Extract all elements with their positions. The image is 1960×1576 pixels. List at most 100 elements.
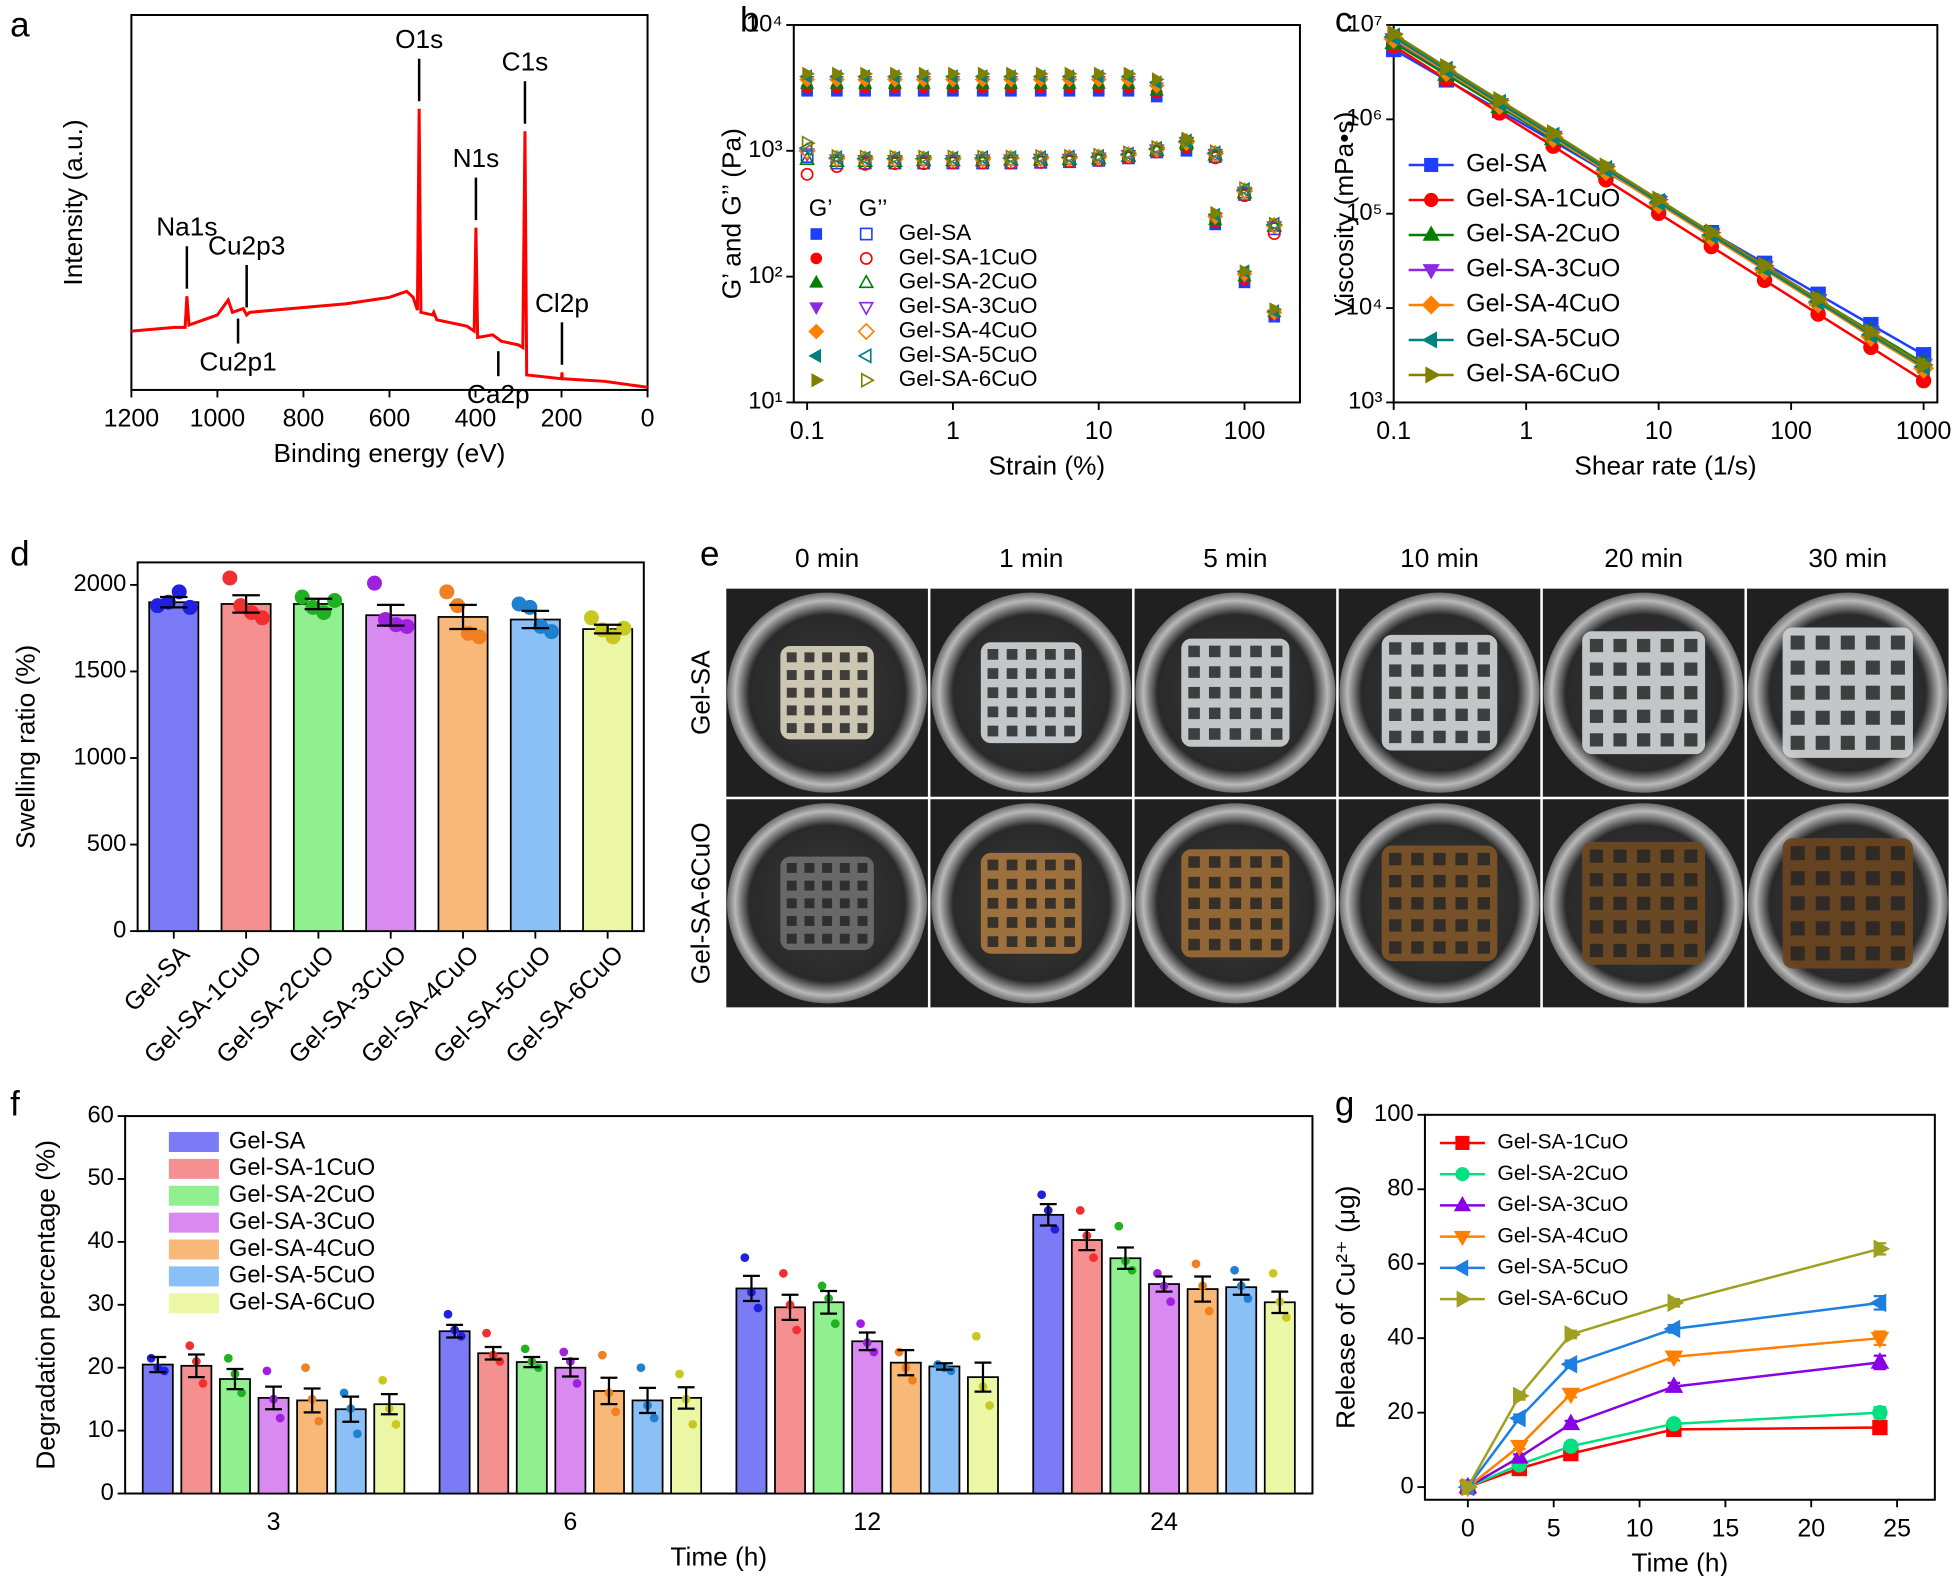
- data-point: [1230, 1265, 1239, 1275]
- data-point: [611, 1407, 620, 1417]
- bar: [373, 1403, 406, 1495]
- scaffold-pore: [786, 652, 797, 663]
- marker: [890, 66, 903, 81]
- scaffold-pore: [987, 706, 999, 718]
- scaffold-pore: [786, 916, 797, 926]
- scaffold-pore: [857, 898, 868, 909]
- scaffold-pore: [1025, 687, 1037, 699]
- scaffold-pore: [857, 652, 868, 663]
- scaffold-pore: [1006, 668, 1018, 679]
- scaffold-pore: [1270, 645, 1283, 658]
- column-label: 1 min: [999, 543, 1063, 573]
- marker: [1869, 1293, 1887, 1313]
- scaffold-pore: [1411, 664, 1424, 677]
- scaffold-pore: [1865, 660, 1880, 675]
- scaffold-pore: [1006, 687, 1018, 699]
- scaffold-pore: [1613, 896, 1627, 910]
- marker: [1151, 72, 1165, 87]
- data-point: [1204, 1306, 1214, 1316]
- scaffold-pore: [1865, 946, 1880, 961]
- scaffold-pore: [804, 687, 815, 698]
- data-point: [1037, 1190, 1047, 1200]
- marker: [1440, 58, 1457, 77]
- data-point: [856, 1319, 865, 1329]
- scaffold-pore: [1660, 686, 1674, 700]
- scaffold-pore: [1455, 730, 1468, 744]
- x-tick-label: 0.1: [1376, 417, 1411, 445]
- panel-letter: e: [700, 534, 719, 573]
- bar: [735, 1287, 768, 1495]
- scaffold-pore: [1045, 917, 1056, 928]
- y-tick-label: 10⁶: [1346, 106, 1382, 132]
- scaffold-pore: [1411, 708, 1424, 722]
- scaffold-pore: [1250, 707, 1262, 720]
- scaffold-pore: [1890, 710, 1905, 725]
- marker: [974, 154, 991, 169]
- scaffold-pore: [1229, 938, 1242, 951]
- scaffold-pore: [1660, 849, 1674, 863]
- scaffold-pore: [1684, 733, 1698, 747]
- marker: [857, 155, 873, 170]
- scaffold-pore: [804, 933, 815, 944]
- y-tick-label: 10²: [748, 263, 782, 289]
- scaffold-pore: [1229, 645, 1242, 658]
- scaffold-pore: [1790, 635, 1805, 650]
- scaffold-pore: [1637, 920, 1651, 934]
- legend-marker: [857, 322, 876, 341]
- scaffold-pore: [1188, 707, 1200, 720]
- x-tick-label: 20: [1797, 1514, 1825, 1542]
- x-tick-label: 100: [1224, 417, 1266, 445]
- scaffold-pore: [1006, 859, 1018, 871]
- scaffold-pore: [1815, 946, 1830, 961]
- marker: [1873, 1239, 1891, 1259]
- marker: [1811, 289, 1829, 309]
- scaffold-pore: [1045, 859, 1056, 871]
- y-tick-label: 10³: [748, 137, 782, 163]
- marker: [1123, 66, 1137, 81]
- legend-label: Gel-SA-6CuO: [1497, 1286, 1628, 1310]
- scaffold-pore: [1455, 897, 1468, 910]
- scaffold-pore: [822, 880, 833, 891]
- scaffold-pore: [1064, 668, 1075, 679]
- legend-marker: [1455, 1135, 1470, 1151]
- scaffold-pore: [839, 723, 850, 734]
- scaffold-pore: [1208, 645, 1221, 658]
- y-axis-label: Degradation percentage (%): [31, 1140, 61, 1470]
- scaffold-pore: [1411, 686, 1424, 699]
- marker: [1123, 145, 1138, 161]
- scaffold-pore: [1589, 896, 1604, 910]
- legend-label: Gel-SA-5CuO: [1466, 325, 1620, 353]
- bar: [967, 1376, 999, 1495]
- scaffold-pore: [1229, 728, 1242, 740]
- y-tick-label: 20: [1387, 1399, 1413, 1425]
- scaffold-pore: [1637, 638, 1651, 653]
- marker: [1064, 148, 1079, 165]
- scaffold-pore: [1270, 686, 1283, 699]
- legend-label: Gel-SA-1CuO: [899, 244, 1038, 269]
- data-point: [753, 1303, 763, 1313]
- marker: [1236, 186, 1253, 201]
- legend-marker: [810, 228, 823, 240]
- marker: [1510, 1439, 1529, 1457]
- data-point: [1191, 1259, 1201, 1269]
- scaffold-pore: [857, 687, 868, 698]
- scaffold-pore: [1684, 662, 1698, 676]
- scaffold-pore: [1025, 878, 1037, 890]
- column-label: 20 min: [1604, 543, 1683, 573]
- legend-marker: [1421, 295, 1441, 315]
- scaffold-pore: [804, 723, 815, 734]
- data-point: [636, 1363, 646, 1373]
- scaffold-pore: [1045, 936, 1056, 947]
- data-point: [675, 1369, 684, 1379]
- legend-marker: [860, 372, 875, 389]
- legend-label: Gel-SA-3CuO: [229, 1209, 375, 1235]
- scaffold-pore: [1411, 874, 1424, 888]
- marker: [1064, 66, 1078, 81]
- x-tick-label: 6: [563, 1508, 577, 1536]
- legend-label: Gel-SA: [1466, 150, 1547, 178]
- row-label: Gel-SA: [685, 650, 715, 735]
- scaffold-pore: [1684, 920, 1698, 934]
- scaffold-pore: [1188, 728, 1200, 740]
- marker: [1872, 1419, 1888, 1436]
- scaffold-pore: [1229, 876, 1242, 889]
